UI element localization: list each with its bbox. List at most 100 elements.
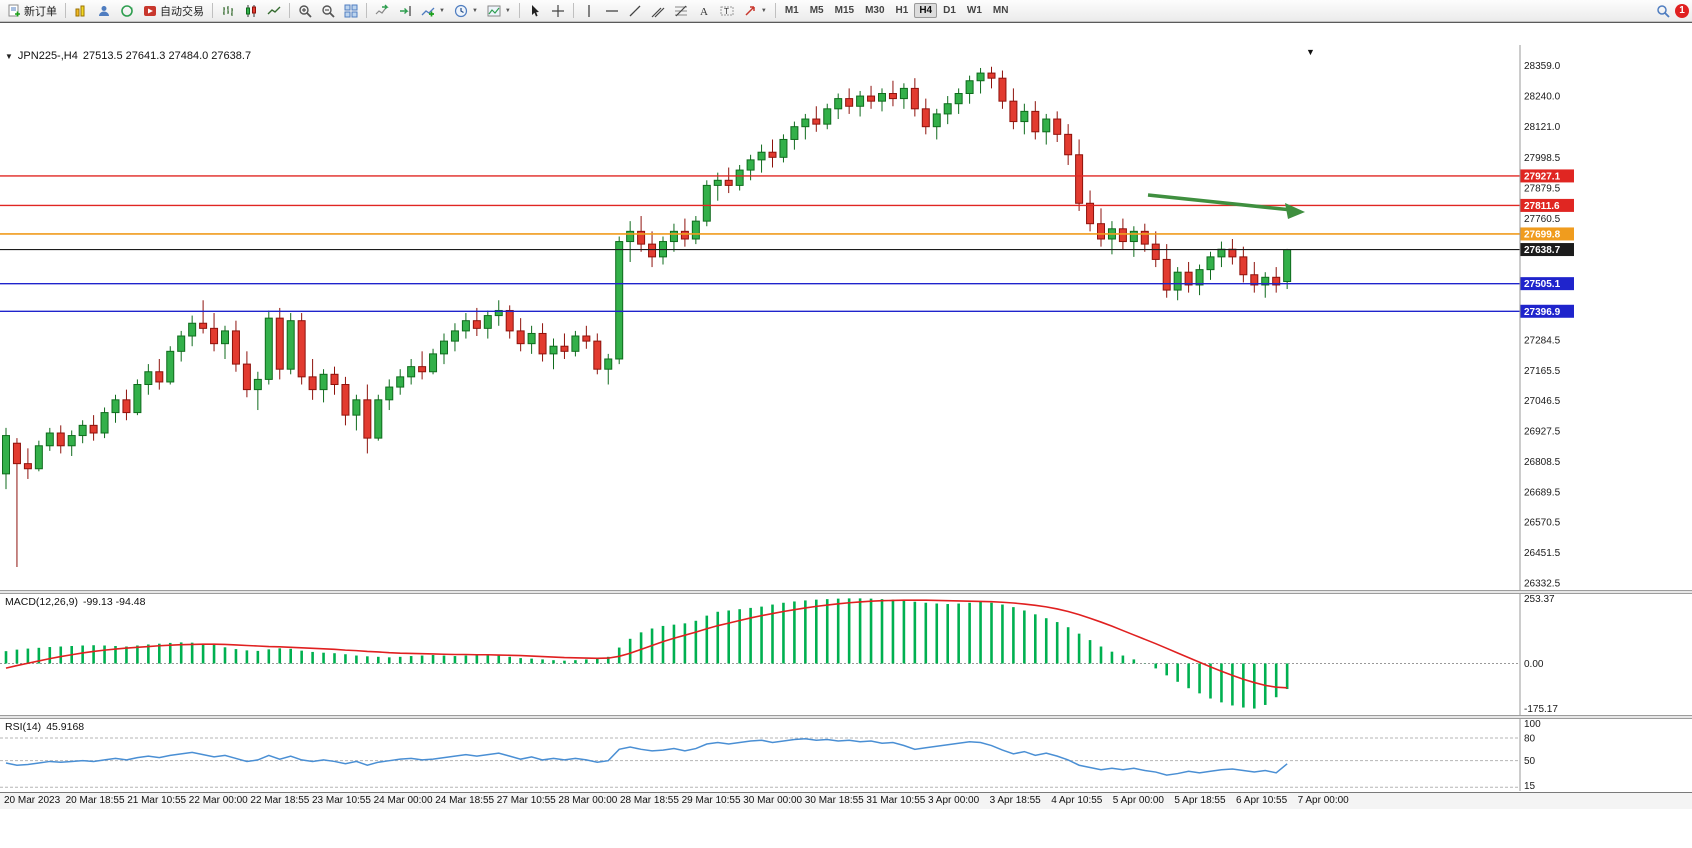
line-chart-button[interactable] [263, 1, 285, 20]
trend-arrow[interactable] [1147, 193, 1293, 212]
channel-button[interactable] [647, 1, 669, 20]
price-tag [1520, 243, 1574, 257]
bullish-candle [757, 151, 766, 161]
timeframe-mn[interactable]: MN [992, 5, 1009, 16]
price-axis-label: 27284.5 [1524, 335, 1561, 346]
bullish-candle [221, 330, 229, 345]
bullish-candle [779, 138, 788, 158]
bullish-candle [45, 432, 54, 447]
bullish-candle [1173, 271, 1182, 291]
time-axis-label: 30 Mar 18:55 [804, 795, 864, 806]
timeframe-d1[interactable]: D1 [943, 5, 956, 16]
timeframe-m1[interactable]: M1 [784, 5, 799, 16]
timeframe-w1[interactable]: W1 [966, 5, 982, 16]
bullish-candle [571, 335, 580, 352]
arrow-tools-icon [745, 5, 755, 16]
bearish-candle [1097, 223, 1105, 240]
tile-windows-button[interactable] [340, 1, 362, 20]
bearish-candle [1228, 248, 1237, 258]
bearish-candle [1239, 256, 1248, 276]
macd-axis-label: 0.00 [1524, 659, 1544, 670]
auto-scroll-button[interactable] [371, 1, 393, 20]
zoom-in-button[interactable] [294, 1, 316, 20]
bearish-candle [1075, 154, 1084, 204]
timeframe-h1[interactable]: H1 [895, 5, 909, 16]
time-axis-label: 22 Mar 00:00 [188, 795, 248, 806]
panel-splitter[interactable] [0, 590, 1692, 594]
time-axis-label: 20 Mar 2023 [4, 795, 61, 806]
bullish-candle [166, 350, 175, 383]
trendline-button[interactable] [624, 1, 646, 20]
bar-chart-button[interactable] [217, 1, 239, 20]
line-chart-icon [267, 6, 281, 14]
text-button[interactable]: A [693, 1, 715, 20]
bullish-candle [549, 345, 558, 355]
macd-panel[interactable]: 253.37 0.00 -175.17 MACD(12,26,9) -99.13 -… [0, 594, 1692, 715]
bullish-candle [67, 435, 76, 447]
macd-canvas[interactable]: 253.37 0.00 -175.17 [0, 594, 1692, 715]
time-axis-label: 23 Mar 10:55 [312, 795, 371, 806]
chart-shift-button[interactable] [394, 1, 416, 20]
timeframe-m30[interactable]: M30 [865, 5, 885, 16]
chart-shift-marker[interactable]: ▼ [1306, 47, 1315, 57]
rsi-panel[interactable]: 100 80 50 15 RSI(14) 45.9168 [0, 719, 1692, 792]
bullish-candle [1206, 256, 1215, 271]
notification-badge[interactable]: 1 [1675, 3, 1689, 18]
community-button[interactable] [116, 1, 138, 20]
time-axis-label: 3 Apr 00:00 [928, 795, 980, 806]
timeframe-h4[interactable]: H4 [914, 3, 938, 18]
bearish-candle [867, 95, 876, 102]
panel-splitter[interactable] [0, 715, 1692, 719]
profile-button[interactable] [93, 1, 115, 20]
main-chart[interactable]: 28359.0 28240.0 28121.0 27998.5 27879.5 27760… [0, 45, 1692, 590]
crosshair-button[interactable] [547, 1, 569, 20]
zoom-out-button[interactable] [317, 1, 339, 20]
time-axis-label: 31 Mar 10:55 [866, 795, 926, 806]
cursor-icon [531, 4, 539, 16]
indicators-button[interactable]: ▼ [417, 1, 449, 20]
time-axis[interactable]: 20 Mar 2023 20 Mar 18:55 21 Mar 10:55 22 Ma… [0, 792, 1692, 809]
bearish-candle [275, 317, 284, 370]
charts-button[interactable] [70, 1, 92, 20]
bullish-candle [188, 322, 197, 337]
horizontal-line-button[interactable] [601, 1, 623, 20]
bullish-candle [823, 108, 832, 125]
bearish-candle [1272, 276, 1281, 286]
bullish-candle [801, 118, 810, 128]
autotrading-button[interactable]: 自动交易 [139, 1, 208, 20]
timeframe-m15[interactable]: M15 [834, 5, 855, 16]
new-order-button[interactable]: 新订单 [3, 1, 61, 20]
bullish-candle [429, 353, 438, 373]
cursor-button[interactable] [524, 1, 546, 20]
bullish-candle [494, 309, 503, 317]
one-click-trading-collapse-icon[interactable]: ▼ [5, 51, 13, 61]
new-order-label: 新订单 [24, 5, 57, 18]
fibonacci-button[interactable] [670, 1, 692, 20]
bearish-candle [582, 335, 591, 342]
arrows-button[interactable]: ▼ [739, 1, 771, 20]
search-button[interactable] [1652, 1, 1674, 20]
rsi-indicator-name: RSI(14) [5, 721, 42, 733]
rsi-axis-label: 100 [1524, 719, 1541, 730]
rsi-canvas[interactable]: 100 80 50 15 [0, 719, 1692, 792]
price-chart-canvas[interactable]: 28359.0 28240.0 28121.0 27998.5 27879.5 27760… [0, 45, 1692, 590]
price-axis-label: 28359.0 [1524, 61, 1561, 72]
time-axis-label: 27 Mar 10:55 [496, 795, 556, 806]
time-axis-label: 29 Mar 10:55 [681, 795, 741, 806]
bearish-candle [921, 108, 930, 128]
templates-button[interactable]: ▼ [483, 1, 515, 20]
candlestick-button[interactable] [240, 1, 262, 20]
bullish-candle [2, 435, 10, 475]
timeframe-m5[interactable]: M5 [809, 5, 824, 16]
periods-button[interactable]: ▼ [450, 1, 482, 20]
trend-arrow-head[interactable] [1285, 203, 1305, 219]
auto-scroll-icon [375, 4, 389, 14]
bearish-candle [888, 93, 897, 100]
bullish-candle [111, 399, 120, 414]
price-axis-label: 27165.5 [1524, 366, 1561, 377]
bearish-candle [210, 327, 219, 345]
vertical-line-button[interactable] [578, 1, 600, 20]
time-axis-label: 5 Apr 18:55 [1174, 795, 1226, 806]
price-axis-label: 27046.5 [1524, 396, 1561, 407]
label-button[interactable]: T [716, 1, 738, 20]
